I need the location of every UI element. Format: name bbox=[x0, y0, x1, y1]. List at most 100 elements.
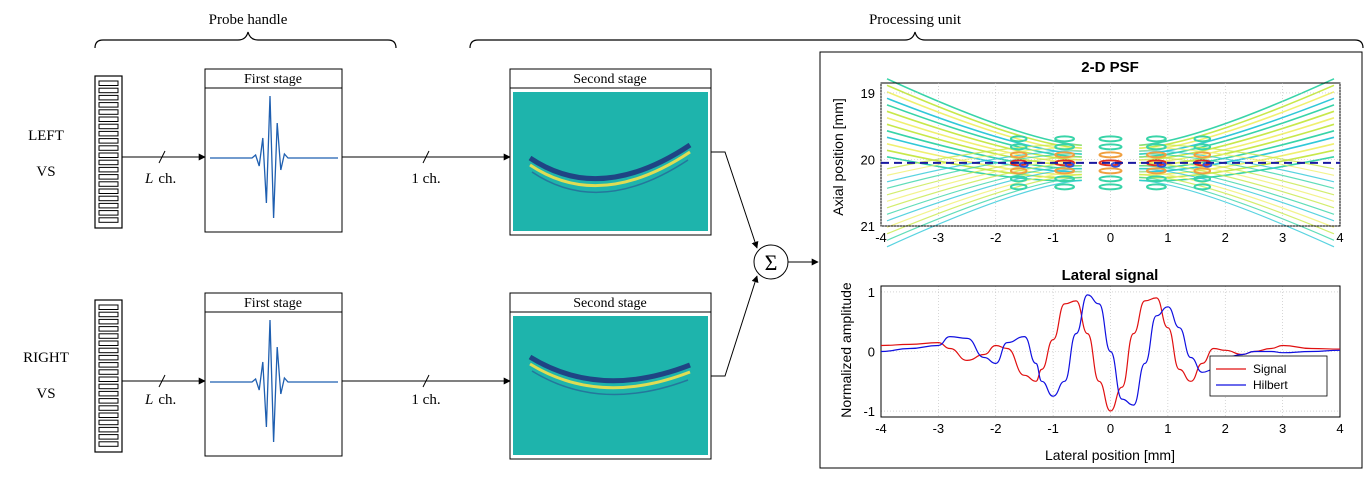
probe-element bbox=[98, 426, 119, 433]
probe-element bbox=[98, 398, 119, 404]
lateral-x-tick-label: -4 bbox=[875, 421, 887, 436]
psf-contour bbox=[1139, 84, 1335, 149]
second-stage-arc-edge bbox=[531, 370, 689, 396]
probe-element bbox=[98, 181, 119, 187]
lateral-signal-plot: Lateral signal Normalized amplitude Late… bbox=[838, 267, 1344, 463]
psf-contour bbox=[886, 104, 1082, 158]
psf-blob bbox=[1054, 151, 1075, 159]
lateral-x-tick-label: -2 bbox=[990, 421, 1002, 436]
lateral-x-tick-label: 2 bbox=[1222, 421, 1229, 436]
psf-blob bbox=[1146, 175, 1167, 183]
processing-unit-brace bbox=[469, 31, 1364, 49]
psf-x-tick-label: 1 bbox=[1164, 230, 1171, 245]
psf-blob bbox=[1009, 151, 1028, 159]
arrow-second-stage-top-to-sum bbox=[711, 151, 759, 249]
probe-element bbox=[98, 174, 119, 180]
probe-handle-brace bbox=[94, 31, 397, 49]
psf-x-tick-label: -4 bbox=[875, 230, 887, 245]
lateral-y-tick-label: 1 bbox=[868, 285, 875, 300]
lateral-x-ticks: -4 -3 -2 -1 0 1 2 3 4 bbox=[875, 421, 1343, 436]
probe-element bbox=[98, 217, 119, 223]
probe-element bbox=[98, 405, 119, 411]
psf-x-tick-label: 0 bbox=[1107, 230, 1114, 245]
one-ch-label-top: 1 ch. bbox=[411, 171, 440, 187]
first-stage-box-top: First stage bbox=[204, 68, 343, 233]
psf-blob bbox=[1009, 175, 1028, 183]
lateral-x-tick-label: 4 bbox=[1336, 421, 1343, 436]
legend: Signal Hilbert bbox=[1209, 355, 1328, 397]
summation-symbol: Σ bbox=[765, 250, 778, 275]
psf-plot: 2-D PSF Axial position [mm] -4 -3 -2 -1 0 1 2 3… bbox=[830, 59, 1344, 248]
probe-element bbox=[98, 152, 119, 158]
psf-x-tick-label: -3 bbox=[933, 230, 945, 245]
probe-element bbox=[98, 441, 119, 447]
probe-element bbox=[98, 102, 119, 108]
left-vs-label-line1: LEFT bbox=[28, 128, 64, 144]
psf-blob bbox=[1098, 135, 1123, 143]
probe-element bbox=[98, 138, 119, 144]
slash-mark bbox=[158, 150, 166, 164]
probe-element bbox=[98, 362, 119, 368]
probe-element bbox=[98, 333, 119, 339]
psf-title: 2-D PSF bbox=[1081, 59, 1139, 76]
first-stage-box-bottom: First stage bbox=[204, 292, 343, 457]
psf-blob bbox=[1054, 167, 1075, 175]
second-stage-image bbox=[513, 92, 708, 231]
psf-blob bbox=[1193, 135, 1212, 143]
probe-element bbox=[98, 188, 119, 194]
slash-mark bbox=[158, 374, 166, 388]
probe-element bbox=[98, 354, 119, 361]
first-stage-waveform bbox=[210, 319, 338, 443]
psf-x-tick-label: 2 bbox=[1222, 230, 1229, 245]
psf-x-tick-label: -2 bbox=[990, 230, 1002, 245]
lateral-x-tick-label: 3 bbox=[1279, 421, 1286, 436]
probe-element bbox=[98, 195, 119, 202]
probe-element bbox=[98, 304, 119, 310]
probe-element bbox=[98, 369, 119, 375]
lateral-y-tick-label: -1 bbox=[863, 404, 875, 419]
psf-contour bbox=[1139, 143, 1335, 176]
psf-contour bbox=[886, 153, 1082, 189]
probe-element bbox=[98, 434, 119, 440]
arrow-second-stage-bottom-to-sum bbox=[711, 275, 759, 377]
psf-x-tick-label: -1 bbox=[1047, 230, 1059, 245]
second-stage-title: Second stage bbox=[573, 296, 646, 311]
probe-element bbox=[98, 383, 119, 390]
right-vs-label-line1: RIGHT bbox=[23, 350, 69, 366]
psf-contour bbox=[886, 168, 1082, 222]
lateral-title: Lateral signal bbox=[1062, 267, 1159, 284]
slash-mark bbox=[422, 374, 430, 388]
second-stage-arc bbox=[528, 142, 692, 182]
psf-blob bbox=[1146, 143, 1167, 151]
psf-blob bbox=[1146, 167, 1167, 175]
probe-element bbox=[98, 376, 119, 382]
probe-element bbox=[98, 326, 119, 332]
psf-x-ticks: -4 -3 -2 -1 0 1 2 3 4 bbox=[875, 230, 1343, 245]
psf-blob bbox=[1146, 183, 1167, 191]
lateral-x-tick-label: 0 bbox=[1107, 421, 1114, 436]
left-vs-label-line2: VS bbox=[36, 164, 55, 180]
first-stage-waveform bbox=[210, 95, 338, 219]
legend-box bbox=[1209, 355, 1328, 397]
lateral-x-tick-label: 1 bbox=[1164, 421, 1171, 436]
probe-handle-label: Probe handle bbox=[209, 12, 288, 28]
psf-blob bbox=[1009, 135, 1028, 143]
probe-element bbox=[98, 210, 119, 216]
psf-contour bbox=[886, 84, 1082, 149]
lateral-x-tick-label: -1 bbox=[1047, 421, 1059, 436]
probe-array-left bbox=[94, 75, 123, 229]
second-stage-image bbox=[513, 316, 708, 455]
psf-ylabel: Axial position [mm] bbox=[830, 98, 846, 215]
probe-element bbox=[98, 318, 119, 325]
probe-element bbox=[98, 130, 119, 137]
probe-element bbox=[98, 94, 119, 101]
psf-blob bbox=[1193, 143, 1212, 151]
slash-mark bbox=[422, 150, 430, 164]
processing-unit-label: Processing unit bbox=[869, 12, 962, 28]
probe-element bbox=[98, 311, 119, 318]
psf-blob bbox=[1009, 167, 1028, 175]
psf-contour bbox=[1139, 104, 1335, 158]
first-stage-title: First stage bbox=[244, 72, 302, 87]
psf-contour bbox=[1139, 176, 1335, 241]
